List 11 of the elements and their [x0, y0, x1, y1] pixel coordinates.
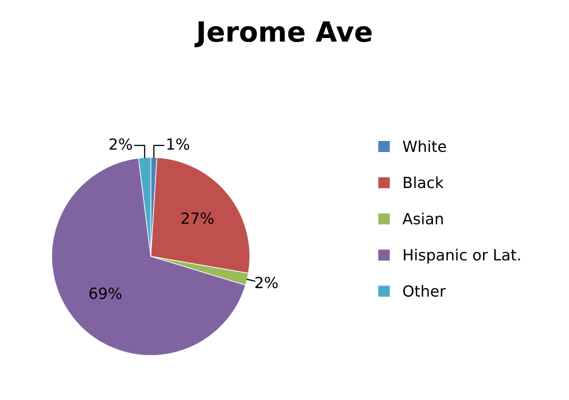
data-label: 2% [110, 138, 132, 150]
data-label: 2% [255, 276, 278, 288]
chart-title: Jerome Ave [194, 21, 372, 48]
data-label: 27% [182, 212, 214, 224]
legend-label: Hispanic or Lat. [404, 248, 520, 264]
data-label: 1% [167, 138, 190, 150]
legend-label: Asian [402, 212, 443, 224]
data-label: 69% [89, 288, 122, 300]
legend-label: Other [403, 284, 446, 297]
legend-label: White [402, 140, 446, 152]
legend-label: Black [404, 176, 444, 188]
